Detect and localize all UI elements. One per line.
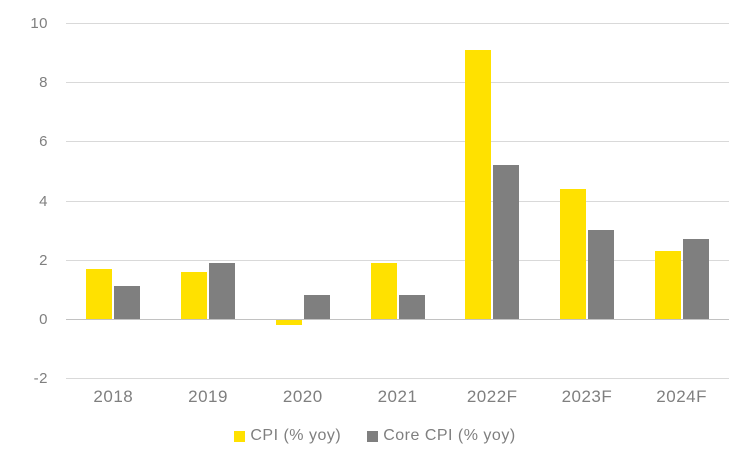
cpi-bar-2022f [465, 49, 492, 319]
legend-swatch-icon [234, 430, 246, 442]
y-axis-tick-label: 10 [30, 15, 48, 32]
x-axis-tick-label: 2021 [377, 387, 418, 406]
gridline [66, 378, 729, 379]
y-axis-tick-label: -2 [33, 370, 48, 387]
x-axis-tick-label: 2024F [656, 387, 707, 406]
legend-item-core-cpi: Core CPI (% yoy) [367, 428, 515, 444]
chart-legend: CPI (% yoy) Core CPI (% yoy) [0, 428, 750, 444]
cpi-bar-2020 [275, 319, 302, 325]
plot-area [66, 23, 729, 379]
x-axis-tick-label: 2022F [466, 387, 518, 406]
y-axis-tick-label: 6 [39, 133, 48, 151]
legend-item-cpi: CPI (% yoy) [234, 428, 341, 444]
y-axis-tick-label: 4 [39, 192, 48, 210]
x-axis-tick-label: 2019 [188, 387, 228, 406]
core-cpi-bar-2022f [493, 165, 520, 319]
x-axis-tick-label: 2023F [561, 387, 613, 406]
cpi-bar-2018 [86, 268, 113, 319]
core-cpi-bar-2023f [587, 230, 614, 319]
core-cpi-bar-2018 [114, 286, 141, 319]
legend-swatch-icon [367, 430, 379, 442]
core-cpi-bar-2021 [398, 295, 425, 319]
core-cpi-bar-2020 [303, 295, 330, 319]
legend-label: Core CPI (% yoy) [383, 427, 516, 444]
gridline [66, 23, 729, 24]
cpi-bar-2021 [370, 262, 397, 319]
cpi-bar-2024f [654, 250, 681, 319]
y-axis-tick-label: 8 [39, 74, 48, 92]
cpi-bar-2023f [559, 188, 586, 319]
y-axis-tick-label: 0 [39, 310, 48, 328]
x-axis-tick-label: 2020 [282, 387, 323, 406]
y-axis-tick-label: 2 [39, 251, 48, 269]
gridline [66, 200, 729, 202]
x-axis-zero-line [66, 318, 729, 320]
legend-label: CPI (% yoy) [250, 427, 342, 444]
core-cpi-bar-2019 [209, 262, 236, 319]
x-axis-tick-label: 2018 [93, 387, 134, 406]
cpi-bar-2019 [181, 271, 208, 319]
gridline [66, 259, 729, 261]
gridline [66, 141, 729, 143]
core-cpi-bar-2024f [682, 238, 709, 319]
gridline [66, 82, 729, 84]
